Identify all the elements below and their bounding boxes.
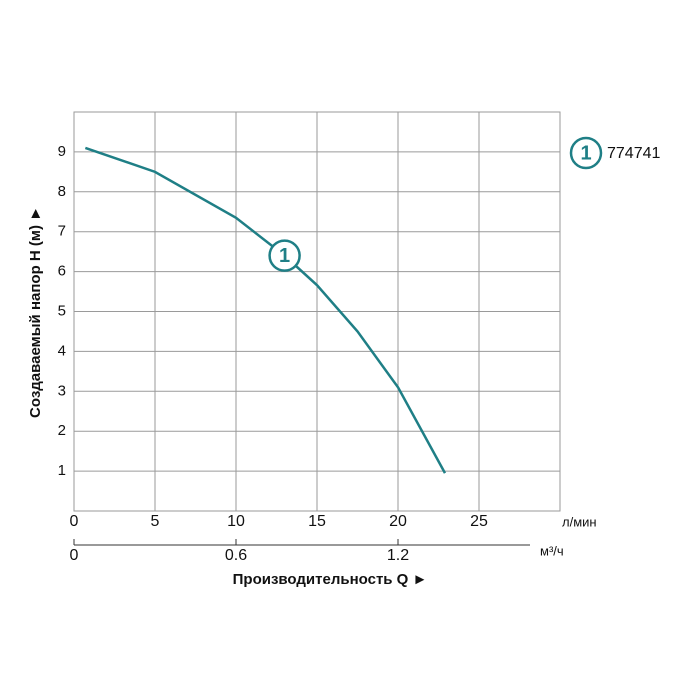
y-axis-title: Создаваемый напор Н (м) ► [27, 206, 44, 418]
y-tick-label: 8 [58, 183, 66, 200]
y-tick-label: 7 [58, 223, 66, 240]
x-tick-label: 10 [227, 513, 245, 530]
y-tick-label: 6 [58, 263, 66, 280]
x2-tick-label: 0 [70, 547, 79, 564]
y-tick-label: 1 [58, 462, 66, 479]
y-tick-label: 3 [58, 382, 66, 399]
x2-unit: м³/ч [540, 543, 564, 558]
marker-badge [569, 136, 603, 170]
x-tick-label: 0 [70, 513, 79, 530]
x-unit: л/мин [562, 514, 597, 529]
x-tick-label: 5 [151, 513, 160, 530]
legend-label: 774741 [607, 145, 660, 162]
x-tick-label: 15 [308, 513, 326, 530]
x2-tick-label: 0.6 [225, 547, 247, 564]
y-tick-label: 9 [58, 143, 66, 160]
marker-badge [268, 239, 301, 272]
x-axis-title: Производительность Q ► [233, 571, 428, 588]
marker-label: 1 [580, 142, 591, 164]
y-tick-label: 4 [58, 342, 66, 359]
marker-label: 1 [279, 245, 290, 267]
x-tick-label: 20 [389, 513, 407, 530]
y-tick-label: 2 [58, 422, 66, 439]
x2-tick-label: 1.2 [387, 547, 409, 564]
y-tick-label: 5 [58, 302, 66, 319]
series-line [84, 146, 447, 474]
x-tick-label: 25 [470, 513, 488, 530]
